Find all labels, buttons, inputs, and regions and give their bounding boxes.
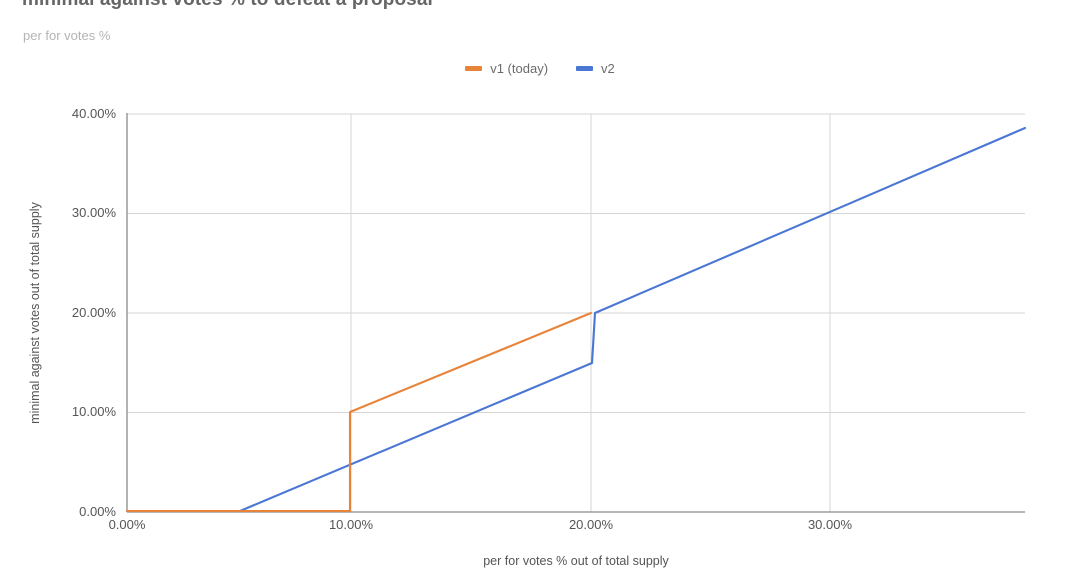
horizontal-gridlines xyxy=(127,113,1025,413)
y-tick-label: 40.00% xyxy=(71,106,116,121)
legend-label-v1: v1 (today) xyxy=(490,61,549,76)
y-tick-label: 0.00% xyxy=(79,504,116,519)
chart-subtitle: per for votes % xyxy=(23,28,111,43)
y-tick-label: 10.00% xyxy=(71,404,116,419)
chart-title: minimal against votes % to defeat a prop… xyxy=(22,0,433,11)
y-tick-label: 30.00% xyxy=(71,205,116,220)
legend-label-v2: v2 xyxy=(601,61,615,76)
x-tick-label: 10.00% xyxy=(328,517,374,532)
y-tick-label: 20.00% xyxy=(71,305,116,320)
x-tick-label: 20.00% xyxy=(568,517,614,532)
legend-item-v1[interactable]: v1 (today) xyxy=(465,61,548,76)
legend-item-v2[interactable]: v2 xyxy=(576,61,615,76)
chart-legend: v1 (today) v2 xyxy=(0,61,1080,76)
series-line-v1 xyxy=(125,311,593,513)
x-axis-title: per for votes % out of total supply xyxy=(483,554,669,568)
x-tick-label: 0.00% xyxy=(108,517,146,532)
x-tick-label: 30.00% xyxy=(807,517,853,532)
legend-swatch-v1-icon xyxy=(465,66,483,71)
legend-swatch-v2-icon xyxy=(576,66,594,71)
